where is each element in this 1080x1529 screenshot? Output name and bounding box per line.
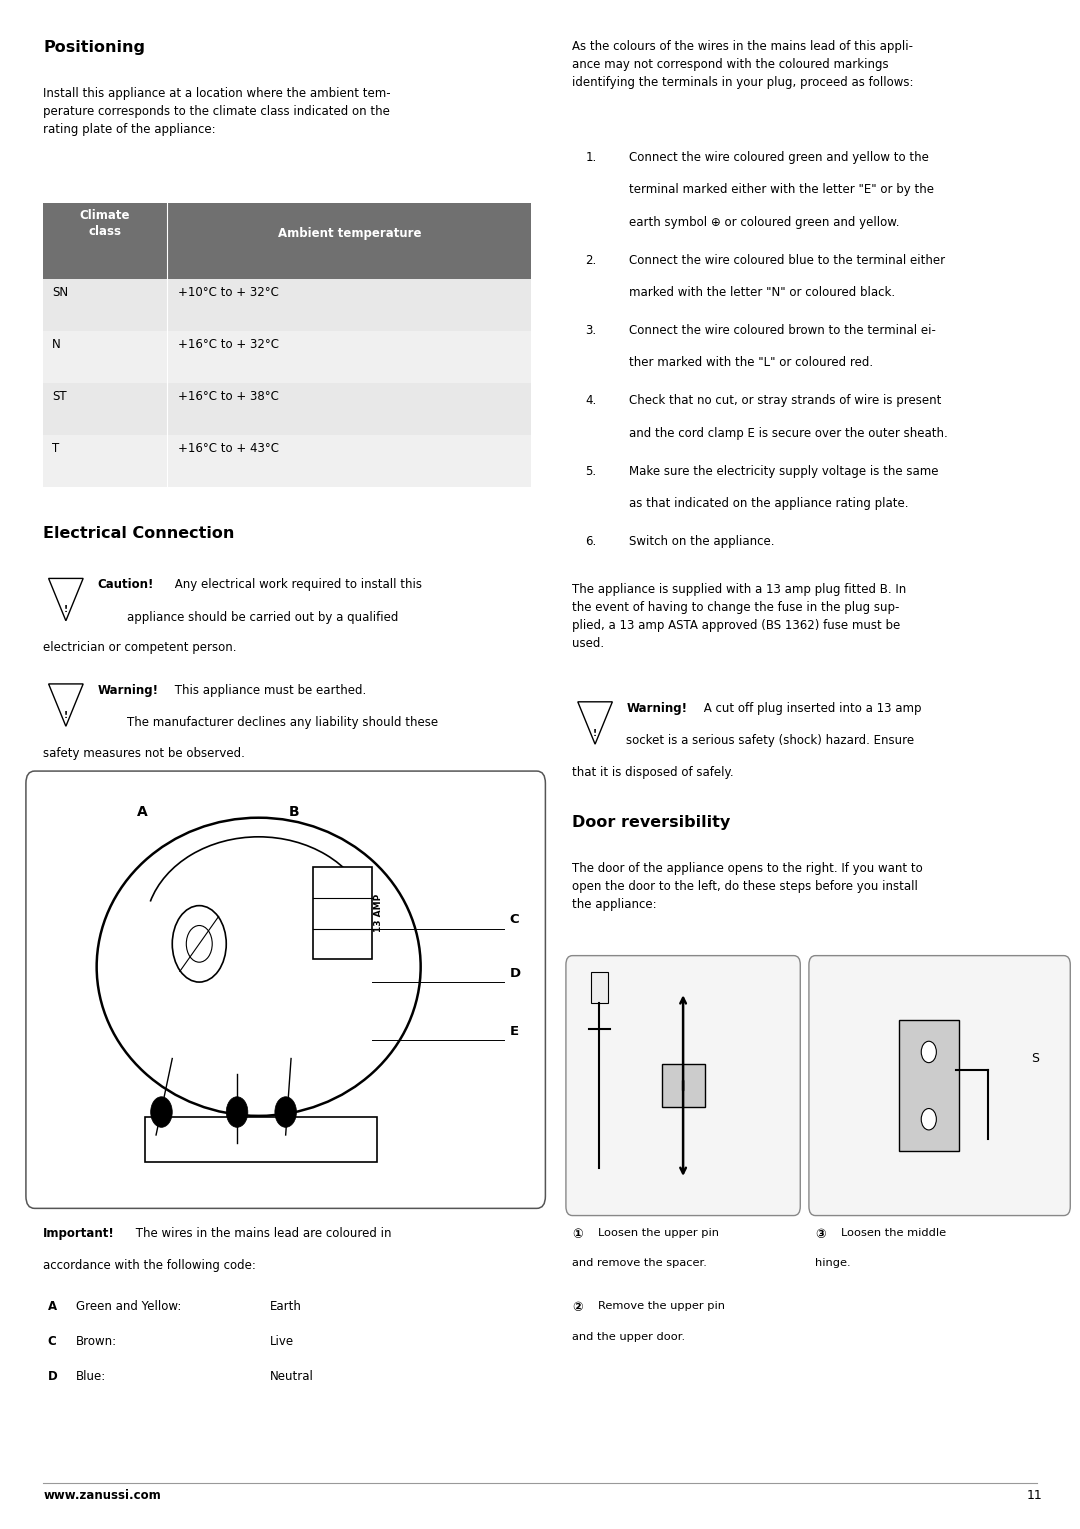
Text: !: ! [64,711,68,720]
Text: Connect the wire coloured green and yellow to the: Connect the wire coloured green and yell… [629,151,929,165]
Text: 11: 11 [1026,1489,1042,1503]
FancyBboxPatch shape [591,972,608,1003]
Text: 1.: 1. [585,151,596,165]
Text: This appliance must be earthed.: This appliance must be earthed. [171,683,366,697]
Text: marked with the letter "N" or coloured black.: marked with the letter "N" or coloured b… [629,286,894,300]
Text: Remove the upper pin: Remove the upper pin [598,1301,726,1312]
Text: hinge.: hinge. [815,1258,851,1269]
Text: Any electrical work required to install this: Any electrical work required to install … [171,578,421,592]
Text: ther marked with the "L" or coloured red.: ther marked with the "L" or coloured red… [629,356,873,370]
FancyBboxPatch shape [43,382,531,434]
Text: Caution!: Caution! [97,578,153,592]
Text: Green and Yellow:: Green and Yellow: [76,1300,181,1313]
FancyBboxPatch shape [43,278,531,330]
Text: ST: ST [52,390,67,404]
Text: Live: Live [270,1335,294,1349]
Text: D: D [48,1370,57,1384]
Text: A cut off plug inserted into a 13 amp: A cut off plug inserted into a 13 amp [700,702,921,716]
Text: E: E [510,1024,518,1038]
FancyBboxPatch shape [809,956,1070,1216]
Text: www.zanussi.com: www.zanussi.com [43,1489,161,1503]
Text: ②: ② [572,1301,583,1315]
Text: !: ! [64,605,68,615]
Circle shape [227,1096,248,1127]
Text: Warning!: Warning! [97,683,158,697]
Text: Loosen the middle: Loosen the middle [841,1228,946,1238]
Text: Neutral: Neutral [270,1370,314,1384]
Text: Connect the wire coloured blue to the terminal either: Connect the wire coloured blue to the te… [629,254,945,268]
Text: Ambient temperature: Ambient temperature [278,228,421,240]
Circle shape [151,1096,173,1127]
Text: D: D [510,966,521,980]
Text: accordance with the following code:: accordance with the following code: [43,1258,256,1272]
Text: Install this appliance at a location where the ambient tem-
perature corresponds: Install this appliance at a location whe… [43,87,391,136]
Text: Brown:: Brown: [76,1335,117,1349]
Text: that it is disposed of safely.: that it is disposed of safely. [572,766,734,780]
Text: safety measures not be observed.: safety measures not be observed. [43,746,245,760]
Text: As the colours of the wires in the mains lead of this appli-
ance may not corres: As the colours of the wires in the mains… [572,40,914,89]
Text: and the cord clamp E is secure over the outer sheath.: and the cord clamp E is secure over the … [629,427,947,440]
Text: Important!: Important! [43,1226,114,1240]
Text: C: C [48,1335,56,1349]
Text: Warning!: Warning! [626,702,687,716]
FancyBboxPatch shape [43,203,531,278]
Circle shape [921,1041,936,1063]
Text: 5.: 5. [585,465,596,479]
Text: Switch on the appliance.: Switch on the appliance. [629,535,774,549]
Text: earth symbol ⊕ or coloured green and yellow.: earth symbol ⊕ or coloured green and yel… [629,216,899,229]
Text: T: T [52,442,59,456]
FancyBboxPatch shape [566,956,800,1216]
Text: electrician or competent person.: electrician or competent person. [43,641,237,654]
FancyBboxPatch shape [146,1116,378,1162]
Text: The door of the appliance opens to the right. If you want to
open the door to th: The door of the appliance opens to the r… [572,862,923,911]
Text: and the upper door.: and the upper door. [572,1332,686,1342]
Text: appliance should be carried out by a qualified: appliance should be carried out by a qua… [97,610,399,624]
Text: SN: SN [52,286,68,300]
Text: Door reversibility: Door reversibility [572,815,731,830]
Text: +16°C to + 38°C: +16°C to + 38°C [178,390,279,404]
Text: Make sure the electricity supply voltage is the same: Make sure the electricity supply voltage… [629,465,939,479]
Text: !: ! [593,729,597,737]
FancyBboxPatch shape [899,1020,959,1151]
FancyBboxPatch shape [43,434,531,486]
Text: ①: ① [572,1228,583,1242]
Text: Climate
class: Climate class [80,209,130,239]
Text: 4.: 4. [585,394,596,408]
Text: 13 AMP: 13 AMP [375,894,383,933]
Text: +16°C to + 43°C: +16°C to + 43°C [178,442,280,456]
Text: A: A [48,1300,56,1313]
Text: ③: ③ [815,1228,826,1242]
Text: The manufacturer declines any liability should these: The manufacturer declines any liability … [97,716,438,729]
Text: A: A [137,804,148,818]
Text: The wires in the mains lead are coloured in: The wires in the mains lead are coloured… [132,1226,391,1240]
Circle shape [274,1096,296,1127]
Text: terminal marked either with the letter "E" or by the: terminal marked either with the letter "… [629,183,933,197]
Text: Earth: Earth [270,1300,302,1313]
Text: socket is a serious safety (shock) hazard. Ensure: socket is a serious safety (shock) hazar… [626,734,915,748]
FancyBboxPatch shape [26,771,545,1208]
Text: Loosen the upper pin: Loosen the upper pin [598,1228,719,1238]
Text: Blue:: Blue: [76,1370,106,1384]
Text: C: C [510,913,519,927]
Text: Electrical Connection: Electrical Connection [43,526,234,541]
Text: 2.: 2. [585,254,596,268]
Text: 6.: 6. [585,535,596,549]
Text: The appliance is supplied with a 13 amp plug fitted B. In
the event of having to: The appliance is supplied with a 13 amp … [572,583,906,650]
Text: +10°C to + 32°C: +10°C to + 32°C [178,286,279,300]
Text: Check that no cut, or stray strands of wire is present: Check that no cut, or stray strands of w… [629,394,941,408]
FancyBboxPatch shape [313,867,373,959]
Text: Positioning: Positioning [43,40,145,55]
Circle shape [921,1109,936,1130]
Text: 3.: 3. [585,324,596,338]
Text: S: S [1031,1052,1039,1066]
FancyBboxPatch shape [661,1064,705,1107]
Text: B: B [288,804,299,818]
FancyBboxPatch shape [43,330,531,382]
Text: as that indicated on the appliance rating plate.: as that indicated on the appliance ratin… [629,497,908,511]
Text: and remove the spacer.: and remove the spacer. [572,1258,707,1269]
Text: Connect the wire coloured brown to the terminal ei-: Connect the wire coloured brown to the t… [629,324,935,338]
Text: +16°C to + 32°C: +16°C to + 32°C [178,338,280,352]
Text: N: N [52,338,60,352]
